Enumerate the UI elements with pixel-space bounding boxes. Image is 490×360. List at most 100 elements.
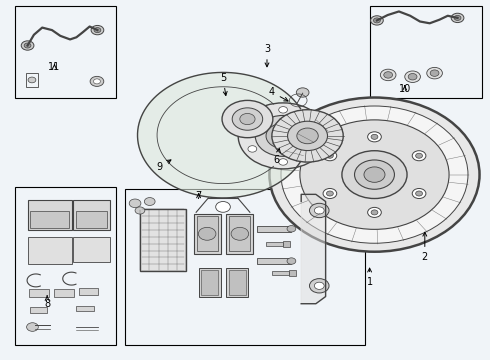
- Circle shape: [222, 100, 273, 138]
- Bar: [257, 258, 292, 264]
- Bar: [27, 237, 72, 264]
- Circle shape: [310, 120, 318, 126]
- Circle shape: [371, 210, 378, 215]
- Circle shape: [145, 198, 155, 206]
- Circle shape: [310, 146, 318, 152]
- Circle shape: [342, 151, 407, 198]
- Bar: [226, 268, 248, 297]
- Text: 6: 6: [274, 149, 280, 165]
- Circle shape: [326, 191, 333, 196]
- Circle shape: [274, 129, 292, 143]
- Bar: [289, 270, 296, 276]
- Circle shape: [288, 121, 327, 150]
- Circle shape: [310, 203, 329, 218]
- Bar: [226, 214, 253, 253]
- Bar: [29, 289, 49, 297]
- Bar: [73, 200, 110, 230]
- Bar: [27, 200, 72, 230]
- Circle shape: [454, 15, 461, 21]
- Circle shape: [248, 120, 257, 126]
- Circle shape: [231, 227, 248, 240]
- Circle shape: [416, 191, 422, 196]
- Circle shape: [240, 113, 255, 125]
- Circle shape: [90, 76, 104, 86]
- Circle shape: [355, 160, 394, 189]
- Circle shape: [297, 128, 318, 144]
- Text: 1: 1: [367, 268, 373, 287]
- Circle shape: [310, 279, 329, 293]
- Circle shape: [135, 207, 145, 214]
- Circle shape: [416, 153, 422, 158]
- Text: 8: 8: [44, 296, 50, 309]
- Text: 10: 10: [399, 84, 411, 94]
- Bar: [30, 211, 69, 228]
- Bar: [54, 289, 74, 297]
- Circle shape: [370, 16, 383, 25]
- Bar: [194, 214, 220, 253]
- Text: 4: 4: [269, 87, 288, 101]
- Bar: [196, 216, 218, 251]
- Circle shape: [371, 134, 378, 139]
- Circle shape: [412, 189, 426, 198]
- Circle shape: [408, 73, 417, 80]
- Circle shape: [364, 167, 385, 182]
- Bar: [15, 6, 116, 98]
- Text: 7: 7: [196, 191, 202, 201]
- Text: 2: 2: [422, 232, 428, 262]
- Bar: [257, 226, 292, 232]
- Bar: [229, 216, 250, 251]
- Text: 3: 3: [264, 44, 270, 67]
- Circle shape: [412, 151, 426, 161]
- Circle shape: [266, 123, 300, 148]
- Circle shape: [323, 151, 337, 161]
- Circle shape: [427, 67, 442, 79]
- Circle shape: [21, 41, 34, 50]
- Circle shape: [296, 88, 309, 97]
- Circle shape: [368, 207, 381, 217]
- Circle shape: [129, 199, 141, 208]
- Circle shape: [315, 282, 324, 289]
- Bar: [201, 270, 218, 295]
- Circle shape: [272, 110, 343, 162]
- Bar: [125, 189, 365, 345]
- Circle shape: [232, 108, 263, 130]
- Circle shape: [326, 153, 333, 158]
- Circle shape: [287, 258, 296, 264]
- Bar: [229, 270, 246, 295]
- Circle shape: [94, 79, 100, 84]
- Circle shape: [281, 106, 468, 243]
- Text: 5: 5: [220, 73, 227, 95]
- Circle shape: [451, 13, 464, 23]
- Circle shape: [380, 69, 396, 81]
- Circle shape: [216, 202, 230, 212]
- Circle shape: [198, 227, 216, 240]
- Circle shape: [91, 26, 104, 35]
- Circle shape: [373, 18, 380, 23]
- Bar: [283, 241, 291, 247]
- Circle shape: [315, 207, 324, 214]
- Circle shape: [384, 72, 392, 78]
- Bar: [76, 306, 94, 311]
- Circle shape: [24, 43, 31, 48]
- Circle shape: [238, 103, 328, 169]
- Circle shape: [26, 323, 38, 331]
- Circle shape: [368, 132, 381, 142]
- Bar: [15, 187, 116, 345]
- Circle shape: [430, 70, 439, 76]
- Circle shape: [255, 116, 311, 156]
- Text: 9: 9: [156, 160, 171, 172]
- Circle shape: [300, 120, 449, 229]
- Circle shape: [323, 189, 337, 198]
- Bar: [272, 271, 289, 275]
- Bar: [73, 237, 110, 262]
- Bar: [140, 209, 186, 271]
- Text: 11: 11: [49, 62, 61, 72]
- Bar: [266, 242, 283, 246]
- Bar: [198, 268, 220, 297]
- Bar: [76, 211, 107, 228]
- Circle shape: [28, 77, 36, 83]
- Circle shape: [279, 159, 288, 165]
- Polygon shape: [138, 72, 300, 198]
- Circle shape: [248, 146, 257, 152]
- Circle shape: [279, 107, 288, 113]
